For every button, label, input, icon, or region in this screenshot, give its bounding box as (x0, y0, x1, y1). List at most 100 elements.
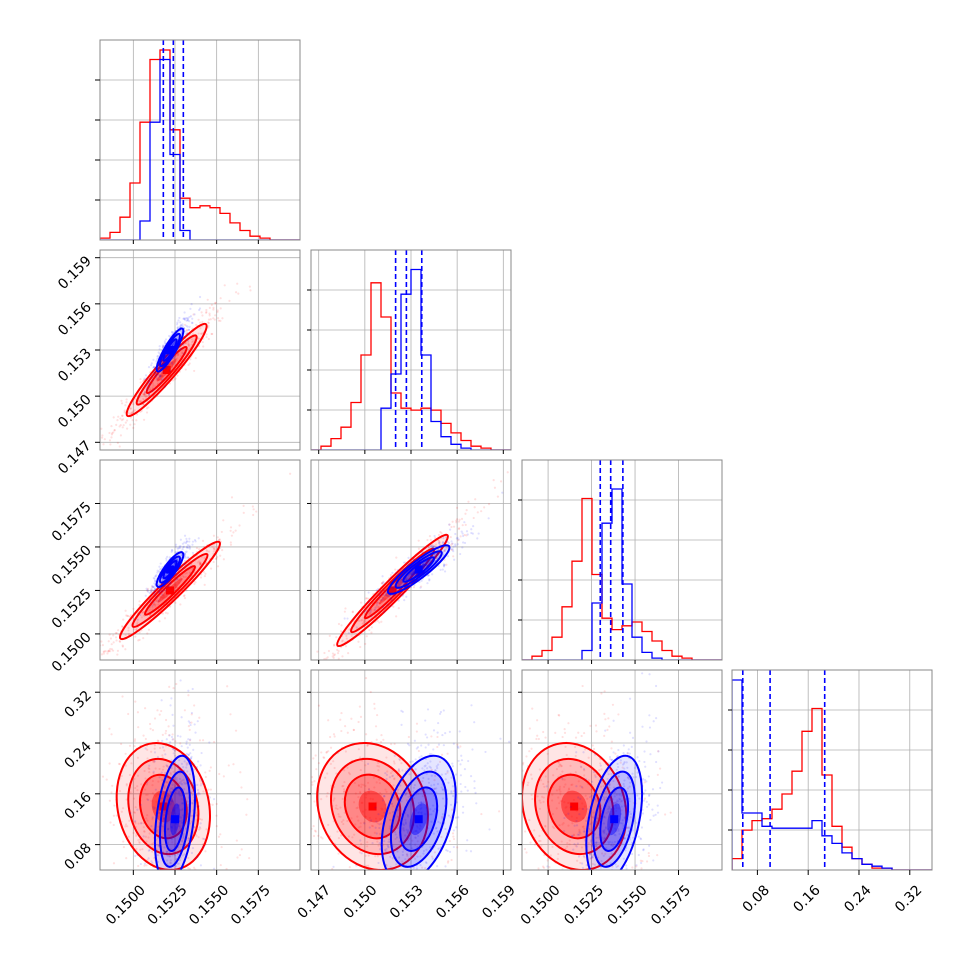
sample-point (404, 578, 407, 581)
sample-point (157, 939, 159, 941)
sample-point (92, 685, 94, 687)
sample-point (322, 756, 325, 759)
sample-point (657, 750, 660, 753)
sample-point (187, 556, 190, 559)
sample-point (344, 645, 348, 648)
sample-point (151, 386, 154, 389)
sample-point (403, 886, 405, 888)
sample-point (602, 838, 605, 841)
sample-point (204, 850, 207, 853)
sample-point (149, 589, 152, 593)
sample-point (199, 777, 202, 781)
pair-panel-0-3-frame (99, 669, 301, 871)
sample-point (170, 361, 173, 364)
sample-point (176, 547, 179, 550)
sample-point (452, 829, 455, 832)
sample-point (169, 874, 171, 876)
sample-point (148, 832, 151, 835)
sample-point (133, 738, 137, 741)
sample-point (622, 752, 625, 755)
sample-point (160, 933, 162, 935)
sample-point (377, 761, 380, 764)
sample-point (598, 879, 600, 881)
sample-point (376, 601, 379, 604)
sample-point (367, 854, 370, 857)
sample-point (441, 885, 443, 887)
sample-point (664, 939, 666, 941)
sample-point (557, 713, 560, 717)
sample-point (159, 595, 162, 599)
sample-point (81, 660, 83, 662)
sample-point (559, 800, 562, 803)
sample-point (199, 562, 202, 565)
sample-point (124, 648, 127, 651)
sample-point (590, 788, 593, 791)
sample-point (401, 710, 404, 713)
sample-point (611, 942, 613, 944)
sample-point (205, 310, 208, 314)
sample-point (207, 337, 210, 341)
sample-point (228, 299, 231, 302)
sample-point (355, 807, 358, 810)
sample-point (200, 751, 203, 755)
sample-point (411, 572, 414, 575)
sample-point (199, 784, 202, 787)
sample-point (625, 874, 627, 876)
sample-point (145, 385, 148, 388)
sample-point (398, 840, 401, 843)
sample-point (122, 418, 125, 421)
sample-point (541, 795, 544, 798)
hist-panel-2 (521, 459, 723, 661)
sample-point (437, 847, 440, 850)
sample-point (152, 828, 155, 831)
sample-point (443, 570, 447, 573)
sample-point (112, 814, 116, 817)
sample-point (180, 782, 183, 785)
sample-point (357, 640, 360, 643)
sample-point (399, 580, 402, 583)
sample-point (219, 554, 222, 557)
sample-point (174, 804, 177, 807)
sample-point (379, 740, 383, 744)
sample-point (621, 842, 624, 845)
sample-point (615, 793, 618, 796)
sample-point (326, 656, 329, 659)
sample-point (162, 818, 166, 821)
sample-point (150, 588, 153, 591)
sample-point (135, 413, 139, 416)
sample-point (151, 382, 155, 385)
sample-point (140, 821, 143, 824)
sample-point (591, 856, 594, 859)
sample-point (348, 773, 352, 776)
sample-point (420, 875, 422, 877)
sample-point (152, 601, 156, 604)
sample-point (591, 783, 594, 787)
sample-point (327, 823, 330, 826)
sample-point (455, 826, 458, 829)
sample-point (454, 543, 457, 546)
sample-point (421, 795, 424, 798)
sample-point (343, 780, 346, 784)
sample-point (148, 392, 151, 396)
sample-point (601, 852, 604, 855)
sample-point (183, 769, 186, 772)
sample-point (648, 793, 651, 796)
sample-point (648, 911, 650, 913)
sample-point (487, 517, 490, 520)
sample-point (564, 813, 568, 816)
sample-point (178, 759, 181, 762)
sample-point (419, 804, 422, 807)
sample-point (168, 743, 171, 746)
sample-point (134, 913, 136, 915)
sample-point (173, 584, 177, 587)
sample-point (380, 734, 383, 737)
sample-point (464, 523, 467, 526)
sample-point (151, 584, 154, 587)
sample-point (177, 792, 180, 795)
sample-point (626, 834, 629, 837)
sample-point (190, 851, 194, 855)
sample-point (473, 786, 476, 790)
sample-point (400, 578, 403, 581)
sample-point (135, 847, 138, 851)
sample-point (145, 793, 148, 796)
